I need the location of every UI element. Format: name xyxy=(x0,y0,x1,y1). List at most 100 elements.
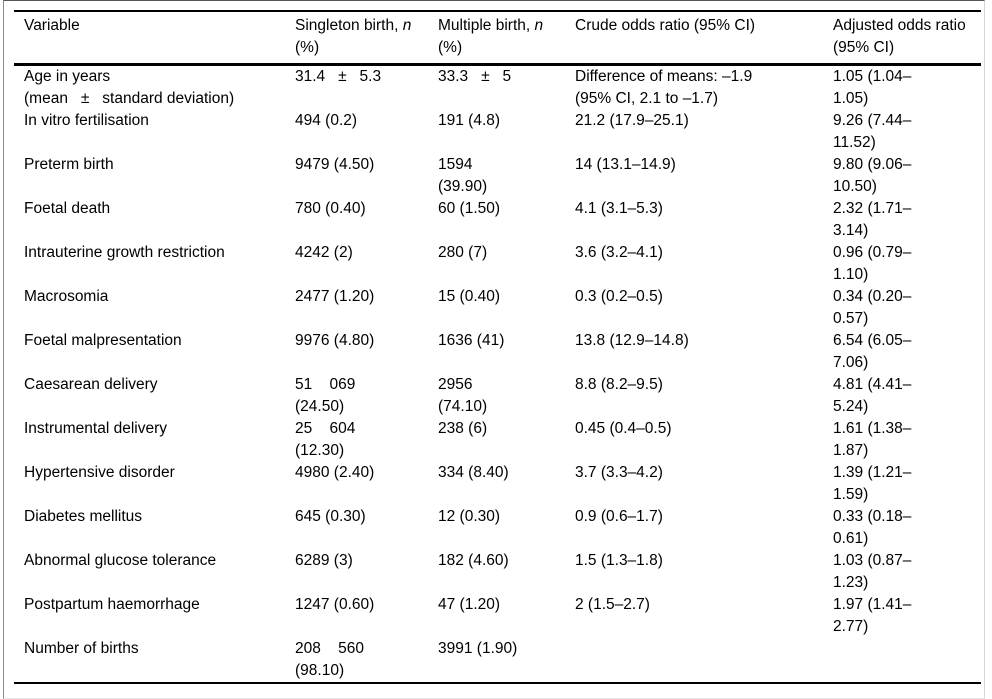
table-row: Foetal malpresentation 9976 (4.80) 1636 … xyxy=(14,330,981,374)
cell-variable: Postpartum haemorrhage xyxy=(24,595,200,613)
header-text: Singleton birth, xyxy=(295,17,403,34)
header-row: Variable Singleton birth, n (%) Multiple… xyxy=(14,11,981,66)
cell-crude-or: 0.3 (0.2–0.5) xyxy=(575,287,663,305)
table-figure-frame: Variable Singleton birth, n (%) Multiple… xyxy=(3,0,985,699)
cell-multiple: 280 (7) xyxy=(438,243,488,261)
cell-multiple: 15 (0.40) xyxy=(438,287,501,305)
cell-crude-or: 14 (13.1–14.9) xyxy=(575,155,676,173)
cell-adjusted-or: 0.96 (0.79– 1.10) xyxy=(833,243,912,283)
cell-multiple: 60 (1.50) xyxy=(438,199,501,217)
cell-singleton: 645 (0.30) xyxy=(295,507,366,525)
cell-adjusted-or: 6.54 (6.05– 7.06) xyxy=(833,331,912,371)
table-row: Instrumental delivery 25 604 (12.30) 238… xyxy=(14,418,981,462)
cell-singleton: 4980 (2.40) xyxy=(295,463,375,481)
cell-singleton: 780 (0.40) xyxy=(295,199,366,217)
cell-crude-or: Difference of means: –1.9 (95% CI, 2.1 t… xyxy=(575,67,753,107)
header-text: Multiple birth, xyxy=(438,17,535,34)
cell-crude-or: 0.9 (0.6–1.7) xyxy=(575,507,663,525)
table-row: Age in years (mean ± standard deviation)… xyxy=(14,64,981,110)
header-text: Crude odds ratio (95% CI) xyxy=(575,17,756,34)
cell-variable: Preterm birth xyxy=(24,155,114,173)
cell-crude-or: 1.5 (1.3–1.8) xyxy=(575,551,663,569)
cell-singleton: 494 (0.2) xyxy=(295,111,358,129)
cell-adjusted-or xyxy=(833,638,981,683)
header-text: Variable xyxy=(24,17,80,34)
cell-crude-or: 8.8 (8.2–9.5) xyxy=(575,375,663,393)
cell-singleton: 6289 (3) xyxy=(295,551,353,569)
cell-adjusted-or: 1.05 (1.04– 1.05) xyxy=(833,67,912,107)
cell-multiple: 238 (6) xyxy=(438,419,488,437)
cell-multiple: 334 (8.40) xyxy=(438,463,509,481)
cell-multiple: 2956 (74.10) xyxy=(438,375,488,415)
table-row: Macrosomia 2477 (1.20) 15 (0.40) 0.3 (0.… xyxy=(14,286,981,330)
cell-variable: Macrosomia xyxy=(24,287,109,305)
cell-singleton: 1247 (0.60) xyxy=(295,595,375,613)
cell-crude-or xyxy=(575,638,833,683)
cell-adjusted-or: 4.81 (4.41– 5.24) xyxy=(833,375,912,415)
header-italic-n: n xyxy=(534,17,544,34)
cell-variable: Foetal malpresentation xyxy=(24,331,182,349)
cell-variable: Instrumental delivery xyxy=(24,419,168,437)
table-row: Caesarean delivery 51 069 (24.50) 2956 (… xyxy=(14,374,981,418)
cell-adjusted-or: 1.97 (1.41– 2.77) xyxy=(833,595,912,635)
column-header-singleton-birth: Singleton birth, n (%) xyxy=(295,11,438,66)
table-row: Postpartum haemorrhage 1247 (0.60) 47 (1… xyxy=(14,594,981,638)
table-row: Number of births 208 560 (98.10) 3991 (1… xyxy=(14,638,981,683)
cell-adjusted-or: 0.34 (0.20– 0.57) xyxy=(833,287,912,327)
cell-variable: Age in years (mean ± standard deviation) xyxy=(24,67,235,107)
cell-variable: Caesarean delivery xyxy=(24,375,158,393)
cell-multiple: 33.3 ± 5 xyxy=(438,67,512,85)
table-row: Preterm birth 9479 (4.50) 1594 (39.90) 1… xyxy=(14,154,981,198)
table-row: Hypertensive disorder 4980 (2.40) 334 (8… xyxy=(14,462,981,506)
cell-adjusted-or: 1.03 (0.87– 1.23) xyxy=(833,551,912,591)
cell-singleton: 25 604 (12.30) xyxy=(295,419,356,459)
cell-multiple: 3991 (1.90) xyxy=(438,639,518,657)
cell-singleton: 9976 (4.80) xyxy=(295,331,375,349)
cell-variable: Number of births xyxy=(24,639,139,657)
cell-multiple: 12 (0.30) xyxy=(438,507,501,525)
table-row: Foetal death 780 (0.40) 60 (1.50) 4.1 (3… xyxy=(14,198,981,242)
cell-singleton: 9479 (4.50) xyxy=(295,155,375,173)
table-row: Diabetes mellitus 645 (0.30) 12 (0.30) 0… xyxy=(14,506,981,550)
cell-variable: Abnormal glucose tolerance xyxy=(24,551,217,569)
cell-variable: Diabetes mellitus xyxy=(24,507,143,525)
header-text: (%) xyxy=(295,39,320,56)
header-text: Adjusted odds ratio (95% CI) xyxy=(833,17,966,56)
cell-adjusted-or: 0.33 (0.18– 0.61) xyxy=(833,507,912,547)
cell-crude-or: 4.1 (3.1–5.3) xyxy=(575,199,663,217)
table-row: Abnormal glucose tolerance 6289 (3) 182 … xyxy=(14,550,981,594)
column-header-variable: Variable xyxy=(14,11,295,66)
cell-singleton: 31.4 ± 5.3 xyxy=(295,67,382,85)
cell-singleton: 208 560 (98.10) xyxy=(295,639,364,679)
cell-crude-or: 3.6 (3.2–4.1) xyxy=(575,243,663,261)
cell-crude-or: 3.7 (3.3–4.2) xyxy=(575,463,663,481)
cell-adjusted-or: 9.80 (9.06– 10.50) xyxy=(833,155,912,195)
cell-crude-or: 2 (1.5–2.7) xyxy=(575,595,650,613)
cell-adjusted-or: 1.39 (1.21– 1.59) xyxy=(833,463,912,503)
cell-adjusted-or: 2.32 (1.71– 3.14) xyxy=(833,199,912,239)
cell-singleton: 4242 (2) xyxy=(295,243,353,261)
column-header-adjusted-odds-ratio: Adjusted odds ratio (95% CI) xyxy=(833,11,981,66)
cell-singleton: 51 069 (24.50) xyxy=(295,375,356,415)
cell-adjusted-or: 9.26 (7.44– 11.52) xyxy=(833,111,912,151)
cell-adjusted-or: 1.61 (1.38– 1.87) xyxy=(833,419,912,459)
cell-singleton: 2477 (1.20) xyxy=(295,287,375,305)
cell-multiple: 182 (4.60) xyxy=(438,551,509,569)
cell-multiple: 1636 (41) xyxy=(438,331,505,349)
header-italic-n: n xyxy=(402,17,412,34)
cell-variable: Foetal death xyxy=(24,199,111,217)
header-text: (%) xyxy=(438,39,463,56)
table-row: Intrauterine growth restriction 4242 (2)… xyxy=(14,242,981,286)
cell-crude-or: 0.45 (0.4–0.5) xyxy=(575,419,672,437)
birth-outcomes-table: Variable Singleton birth, n (%) Multiple… xyxy=(14,10,981,684)
table-row: In vitro fertilisation 494 (0.2) 191 (4.… xyxy=(14,110,981,154)
cell-crude-or: 13.8 (12.9–14.8) xyxy=(575,331,689,349)
column-header-crude-odds-ratio: Crude odds ratio (95% CI) xyxy=(575,11,833,66)
cell-multiple: 1594 (39.90) xyxy=(438,155,488,195)
cell-variable: In vitro fertilisation xyxy=(24,111,149,129)
cell-crude-or: 21.2 (17.9–25.1) xyxy=(575,111,689,129)
cell-multiple: 47 (1.20) xyxy=(438,595,501,613)
cell-variable: Hypertensive disorder xyxy=(24,463,175,481)
cell-variable: Intrauterine growth restriction xyxy=(24,243,225,261)
cell-multiple: 191 (4.8) xyxy=(438,111,501,129)
